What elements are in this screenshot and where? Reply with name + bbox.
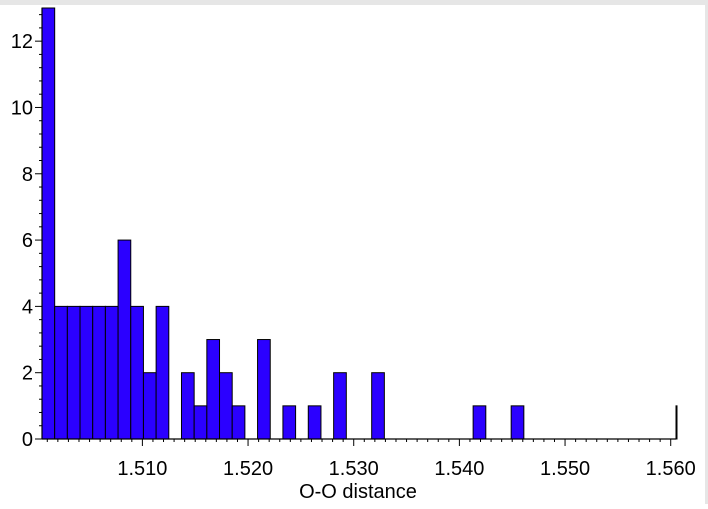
histogram-bar-20 [472, 405, 487, 440]
histogram-bar-22 [675, 405, 678, 440]
y-ticks-group: 0 2 4 6 8 10 12 [11, 14, 42, 451]
x-tick-label-1.530: 1.530 [329, 458, 379, 480]
histogram-bar-0 [41, 7, 56, 440]
histogram-bar-4 [92, 305, 106, 440]
histogram-bar-19 [371, 372, 385, 440]
x-tick-label-1.560: 1.560 [646, 458, 696, 480]
y-tick-label-4: 4 [22, 296, 33, 318]
histogram-bar-7 [130, 305, 144, 440]
x-axis-title: O-O distance [299, 481, 417, 503]
histogram-bar-21 [510, 405, 525, 440]
y-tick-label-10: 10 [11, 97, 33, 119]
histogram-bar-2 [66, 305, 81, 440]
y-tick-label-2: 2 [22, 363, 33, 385]
histogram-bar-16 [282, 405, 297, 440]
histogram-bar-12 [206, 339, 221, 440]
histogram-bar-13 [219, 372, 233, 440]
x-tick-label-1.520: 1.520 [223, 458, 273, 480]
histogram-bar-11 [193, 405, 208, 440]
histogram-bar-8 [142, 372, 157, 440]
histogram-bar-1 [54, 305, 68, 440]
x-ticks-group: 1.510 1.520 1.530 1.540 1.550 1.560 [46, 439, 696, 480]
histogram-bar-9 [155, 305, 170, 440]
y-tick-label-8: 8 [22, 164, 33, 186]
histogram-bar-6 [117, 239, 132, 440]
y-tick-label-12: 12 [11, 31, 33, 53]
axes-group [41, 8, 676, 440]
x-tick-label-1.550: 1.550 [540, 458, 590, 480]
x-tick-label-1.510: 1.510 [117, 458, 167, 480]
bars-group [41, 7, 678, 440]
histogram-bar-14 [231, 405, 246, 440]
y-tick-label-0: 0 [22, 429, 33, 451]
histogram-bar-3 [79, 305, 94, 440]
x-tick-label-1.540: 1.540 [434, 458, 484, 480]
right-border [705, 0, 708, 504]
histogram-bar-10 [180, 372, 195, 440]
histogram-bar-5 [104, 305, 119, 440]
y-tick-label-6: 6 [22, 230, 33, 252]
histogram-bar-15 [257, 339, 271, 440]
histogram-bar-18 [333, 372, 347, 440]
histogram-bar-17 [307, 405, 322, 440]
top-border [0, 0, 708, 5]
